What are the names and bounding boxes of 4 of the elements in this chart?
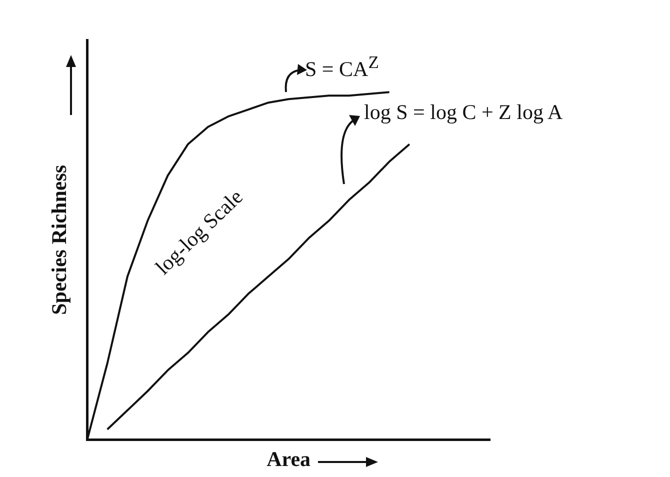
y-axis-title: Species Richness	[47, 164, 72, 315]
text: S = CA$^{Z}$	[305, 52, 379, 82]
annotation: log S = log C + Z log A	[364, 100, 563, 125]
x-axis-title: Area	[266, 446, 312, 471]
